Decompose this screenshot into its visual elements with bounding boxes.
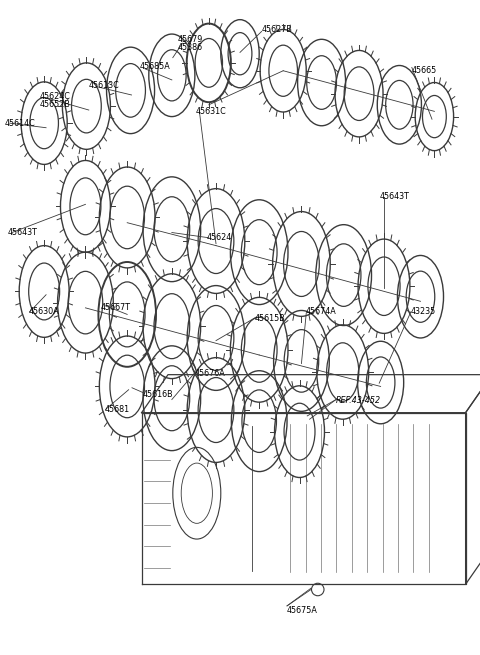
Text: 45681: 45681 [105, 405, 130, 414]
Text: 45615B: 45615B [254, 314, 285, 324]
Text: 45624: 45624 [206, 233, 232, 242]
Text: 45630A: 45630A [29, 307, 60, 316]
Text: 45616B: 45616B [143, 390, 174, 399]
Text: 45676A: 45676A [194, 369, 225, 378]
Text: 45643T: 45643T [379, 192, 409, 201]
Text: 45643T: 45643T [7, 228, 37, 237]
Text: 45667T: 45667T [101, 303, 131, 312]
Text: 45685A: 45685A [139, 62, 170, 71]
Text: 45627B: 45627B [262, 25, 292, 34]
Text: 45386: 45386 [178, 43, 203, 52]
Text: 45652B: 45652B [40, 100, 71, 109]
Text: 43235: 43235 [411, 307, 436, 316]
Text: 45614C: 45614C [5, 119, 36, 128]
Text: 45679: 45679 [178, 35, 203, 44]
Text: 45613C: 45613C [89, 81, 120, 90]
Text: 45631C: 45631C [196, 107, 227, 116]
Text: 45675A: 45675A [287, 606, 318, 615]
Text: 45674A: 45674A [305, 307, 336, 316]
Text: REF.43-452: REF.43-452 [336, 396, 381, 405]
Text: 45624C: 45624C [40, 92, 71, 101]
Text: 45665: 45665 [412, 66, 437, 75]
